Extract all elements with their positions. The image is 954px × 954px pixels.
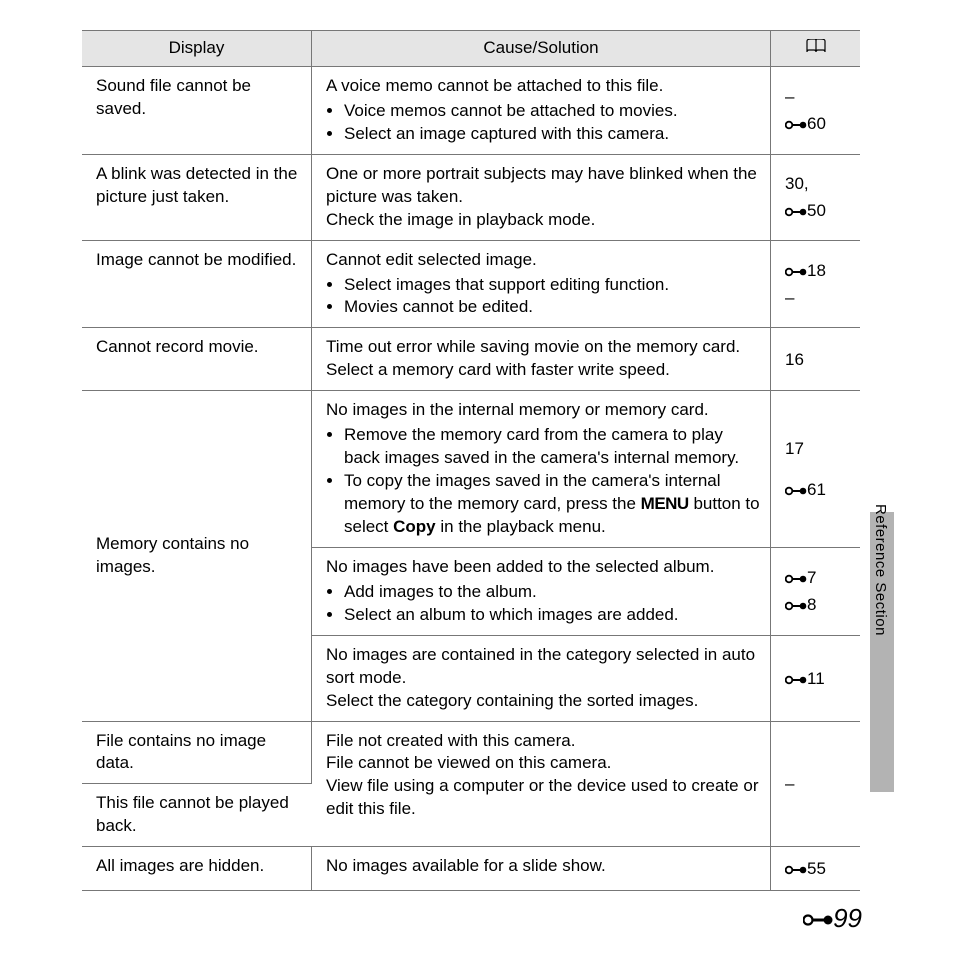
display-cell: File contains no image data. xyxy=(82,721,312,784)
ref-cell: – xyxy=(771,721,861,847)
cause-cell: No images have been added to the selecte… xyxy=(312,547,771,635)
display-cell: Sound file cannot be saved. xyxy=(82,66,312,154)
page-ref: 17 xyxy=(785,435,850,462)
section-label: Reference Section xyxy=(872,504,889,636)
ref-cell: 1761 xyxy=(771,391,861,548)
display-cell: Cannot record movie. xyxy=(82,328,312,391)
cause-intro: Cannot edit selected image. xyxy=(326,249,760,272)
page-ref: – xyxy=(785,83,850,110)
ref-cell: 78 xyxy=(771,547,861,635)
cause-cell: File not created with this camera.File c… xyxy=(312,721,771,847)
troubleshooting-table-container: Display Cause/Solution Sound file cannot… xyxy=(82,30,860,891)
page-ref: 60 xyxy=(785,110,850,137)
cause-bullet: Select an image captured with this camer… xyxy=(344,123,760,146)
cause-cell: Time out error while saving movie on the… xyxy=(312,328,771,391)
cause-list: Voice memos cannot be attached to movies… xyxy=(326,100,760,146)
cause-bullet: Select an album to which images are adde… xyxy=(344,604,760,627)
header-cause: Cause/Solution xyxy=(312,31,771,67)
troubleshooting-table: Display Cause/Solution Sound file cannot… xyxy=(82,30,860,891)
cause-line: No images are contained in the category … xyxy=(326,644,760,690)
cause-line: Check the image in playback mode. xyxy=(326,209,760,232)
page-ref: 7 xyxy=(785,564,850,591)
header-page-ref xyxy=(771,31,861,67)
cause-line: View file using a computer or the device… xyxy=(326,775,760,821)
cause-line: File cannot be viewed on this camera. xyxy=(326,752,760,775)
page-ref: 8 xyxy=(785,591,850,618)
cause-cell: One or more portrait subjects may have b… xyxy=(312,154,771,240)
page-ref: 61 xyxy=(785,476,850,503)
cause-cell: A voice memo cannot be attached to this … xyxy=(312,66,771,154)
cause-cell: Cannot edit selected image.Select images… xyxy=(312,240,771,328)
display-cell: Image cannot be modified. xyxy=(82,240,312,328)
cause-line: Select a memory card with faster write s… xyxy=(326,359,760,382)
cause-bullet: Add images to the album. xyxy=(344,581,760,604)
cause-intro: A voice memo cannot be attached to this … xyxy=(326,75,760,98)
table-row: Memory contains no images.No images in t… xyxy=(82,391,860,548)
ref-cell: 55 xyxy=(771,847,861,891)
page-ref: 55 xyxy=(785,855,850,882)
ref-cell: 18– xyxy=(771,240,861,328)
display-cell: This file cannot be played back. xyxy=(82,784,312,847)
cause-list: Add images to the album.Select an album … xyxy=(326,581,760,627)
cause-line: No images available for a slide show. xyxy=(326,855,760,878)
menu-button-label: MENU xyxy=(641,494,689,513)
cause-bullet: Remove the memory card from the camera t… xyxy=(344,424,760,470)
ref-cell: 11 xyxy=(771,635,861,721)
page-ref: 18 xyxy=(785,257,850,284)
page-number: 99 xyxy=(803,903,862,934)
ref-cell: 16 xyxy=(771,328,861,391)
table-row: File contains no image data. File not cre… xyxy=(82,721,860,784)
cause-line: Select the category containing the sorte… xyxy=(326,690,760,713)
page-ref: 16 xyxy=(785,346,850,373)
ref-cell: 30,50 xyxy=(771,154,861,240)
cause-bullet: Voice memos cannot be attached to movies… xyxy=(344,100,760,123)
table-row: Sound file cannot be saved. A voice memo … xyxy=(82,66,860,154)
cause-list: Remove the memory card from the camera t… xyxy=(326,424,760,539)
display-cell: Memory contains no images. xyxy=(82,391,312,721)
cause-cell: No images in the internal memory or memo… xyxy=(312,391,771,548)
table-row: A blink was detected in the picture just… xyxy=(82,154,860,240)
cause-bullet: Movies cannot be edited. xyxy=(344,296,760,319)
cause-intro: No images in the internal memory or memo… xyxy=(326,399,760,422)
cause-line: One or more portrait subjects may have b… xyxy=(326,163,760,209)
cause-intro: No images have been added to the selecte… xyxy=(326,556,760,579)
table-row: All images are hidden. No images availabl… xyxy=(82,847,860,891)
cause-cell: No images are contained in the category … xyxy=(312,635,771,721)
table-row: Cannot record movie. Time out error while… xyxy=(82,328,860,391)
page-ref: – xyxy=(785,284,850,311)
display-cell: A blink was detected in the picture just… xyxy=(82,154,312,240)
page-ref: 50 xyxy=(785,197,850,224)
cause-line: File not created with this camera. xyxy=(326,730,760,753)
page-ref: 11 xyxy=(785,665,850,692)
cause-cell: No images available for a slide show. xyxy=(312,847,771,891)
cause-bullet: To copy the images saved in the camera's… xyxy=(344,470,760,539)
cause-line: Time out error while saving movie on the… xyxy=(326,336,760,359)
display-cell: All images are hidden. xyxy=(82,847,312,891)
table-row: Image cannot be modified.Cannot edit sel… xyxy=(82,240,860,328)
cause-bullet: Select images that support editing funct… xyxy=(344,274,760,297)
ref-cell: –60 xyxy=(771,66,861,154)
page-ref: 30, xyxy=(785,170,850,197)
cause-list: Select images that support editing funct… xyxy=(326,274,760,320)
page-ref: – xyxy=(785,770,850,797)
header-display: Display xyxy=(82,31,312,67)
